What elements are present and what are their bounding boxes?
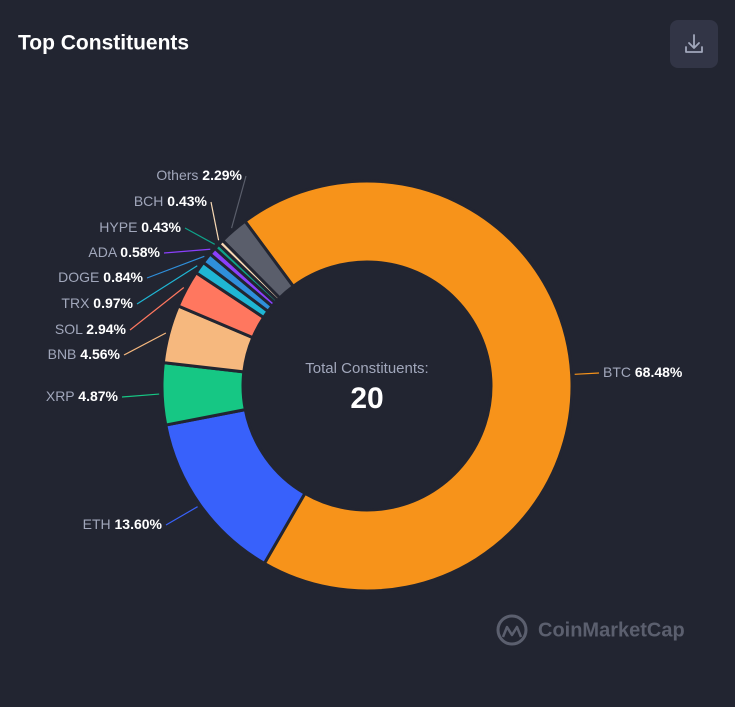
watermark-logo [496,614,528,646]
chart-title: Top Constituents [18,32,189,55]
slice-name: BTC [603,364,631,380]
leader-line [184,227,216,245]
leader-line [210,201,220,241]
slice-value: 0.58% [120,244,160,260]
slice-value: 0.97% [93,295,133,311]
slice-value: 2.29% [202,167,242,183]
watermark-logo-mark [501,625,523,638]
slice-name: ETH [83,516,111,532]
slice-name: BNB [48,346,77,362]
leader-line [136,265,198,305]
slice-value: 13.60% [115,516,163,532]
slice-label: BNB 4.56% [48,346,121,362]
leader-line [129,287,185,331]
slice-name: Others [156,167,198,183]
leader-line [146,255,205,279]
download-icon[interactable] [685,34,703,53]
slice-value: 0.43% [167,193,207,209]
slice-name: ADA [88,244,117,260]
slice-label: TRX 0.97% [61,295,133,311]
leader-line [574,372,600,375]
leader-line [230,175,247,229]
slice-name: XRP [46,388,75,404]
slice-label: DOGE 0.84% [58,269,143,285]
center-label: Total Constituents: [305,360,428,377]
slice-name: DOGE [58,269,99,285]
slice-name: BCH [134,193,164,209]
leader-line [165,506,198,526]
slice-name: HYPE [99,219,137,235]
slice-value: 4.56% [80,346,120,362]
center-value: 20 [350,382,383,415]
watermark-text: CoinMarketCap [538,619,685,641]
watermark: CoinMarketCap [496,614,685,646]
slice-value: 0.43% [141,219,181,235]
slice-label: HYPE 0.43% [99,219,181,235]
leader-line [121,393,160,398]
slice-label: ADA 0.58% [88,244,160,260]
download-button[interactable] [670,20,718,68]
slice-label: XRP 4.87% [46,388,119,404]
slice [243,179,574,593]
slice-value: 0.84% [103,269,143,285]
slice-label: ETH 13.60% [83,516,163,532]
slice-value: 2.94% [86,321,126,337]
slice [221,219,295,300]
slice-label: BCH 0.43% [134,193,208,209]
slice-name: TRX [61,295,90,311]
leader-line [123,332,167,356]
leader-line [163,248,211,254]
slice-name: SOL [55,321,83,337]
slice-label: Others 2.29% [156,167,242,183]
slice-value: 4.87% [78,388,118,404]
slice-value: 68.48% [635,364,683,380]
slice-label: BTC 68.48% [603,364,683,380]
slice-label: SOL 2.94% [55,321,127,337]
